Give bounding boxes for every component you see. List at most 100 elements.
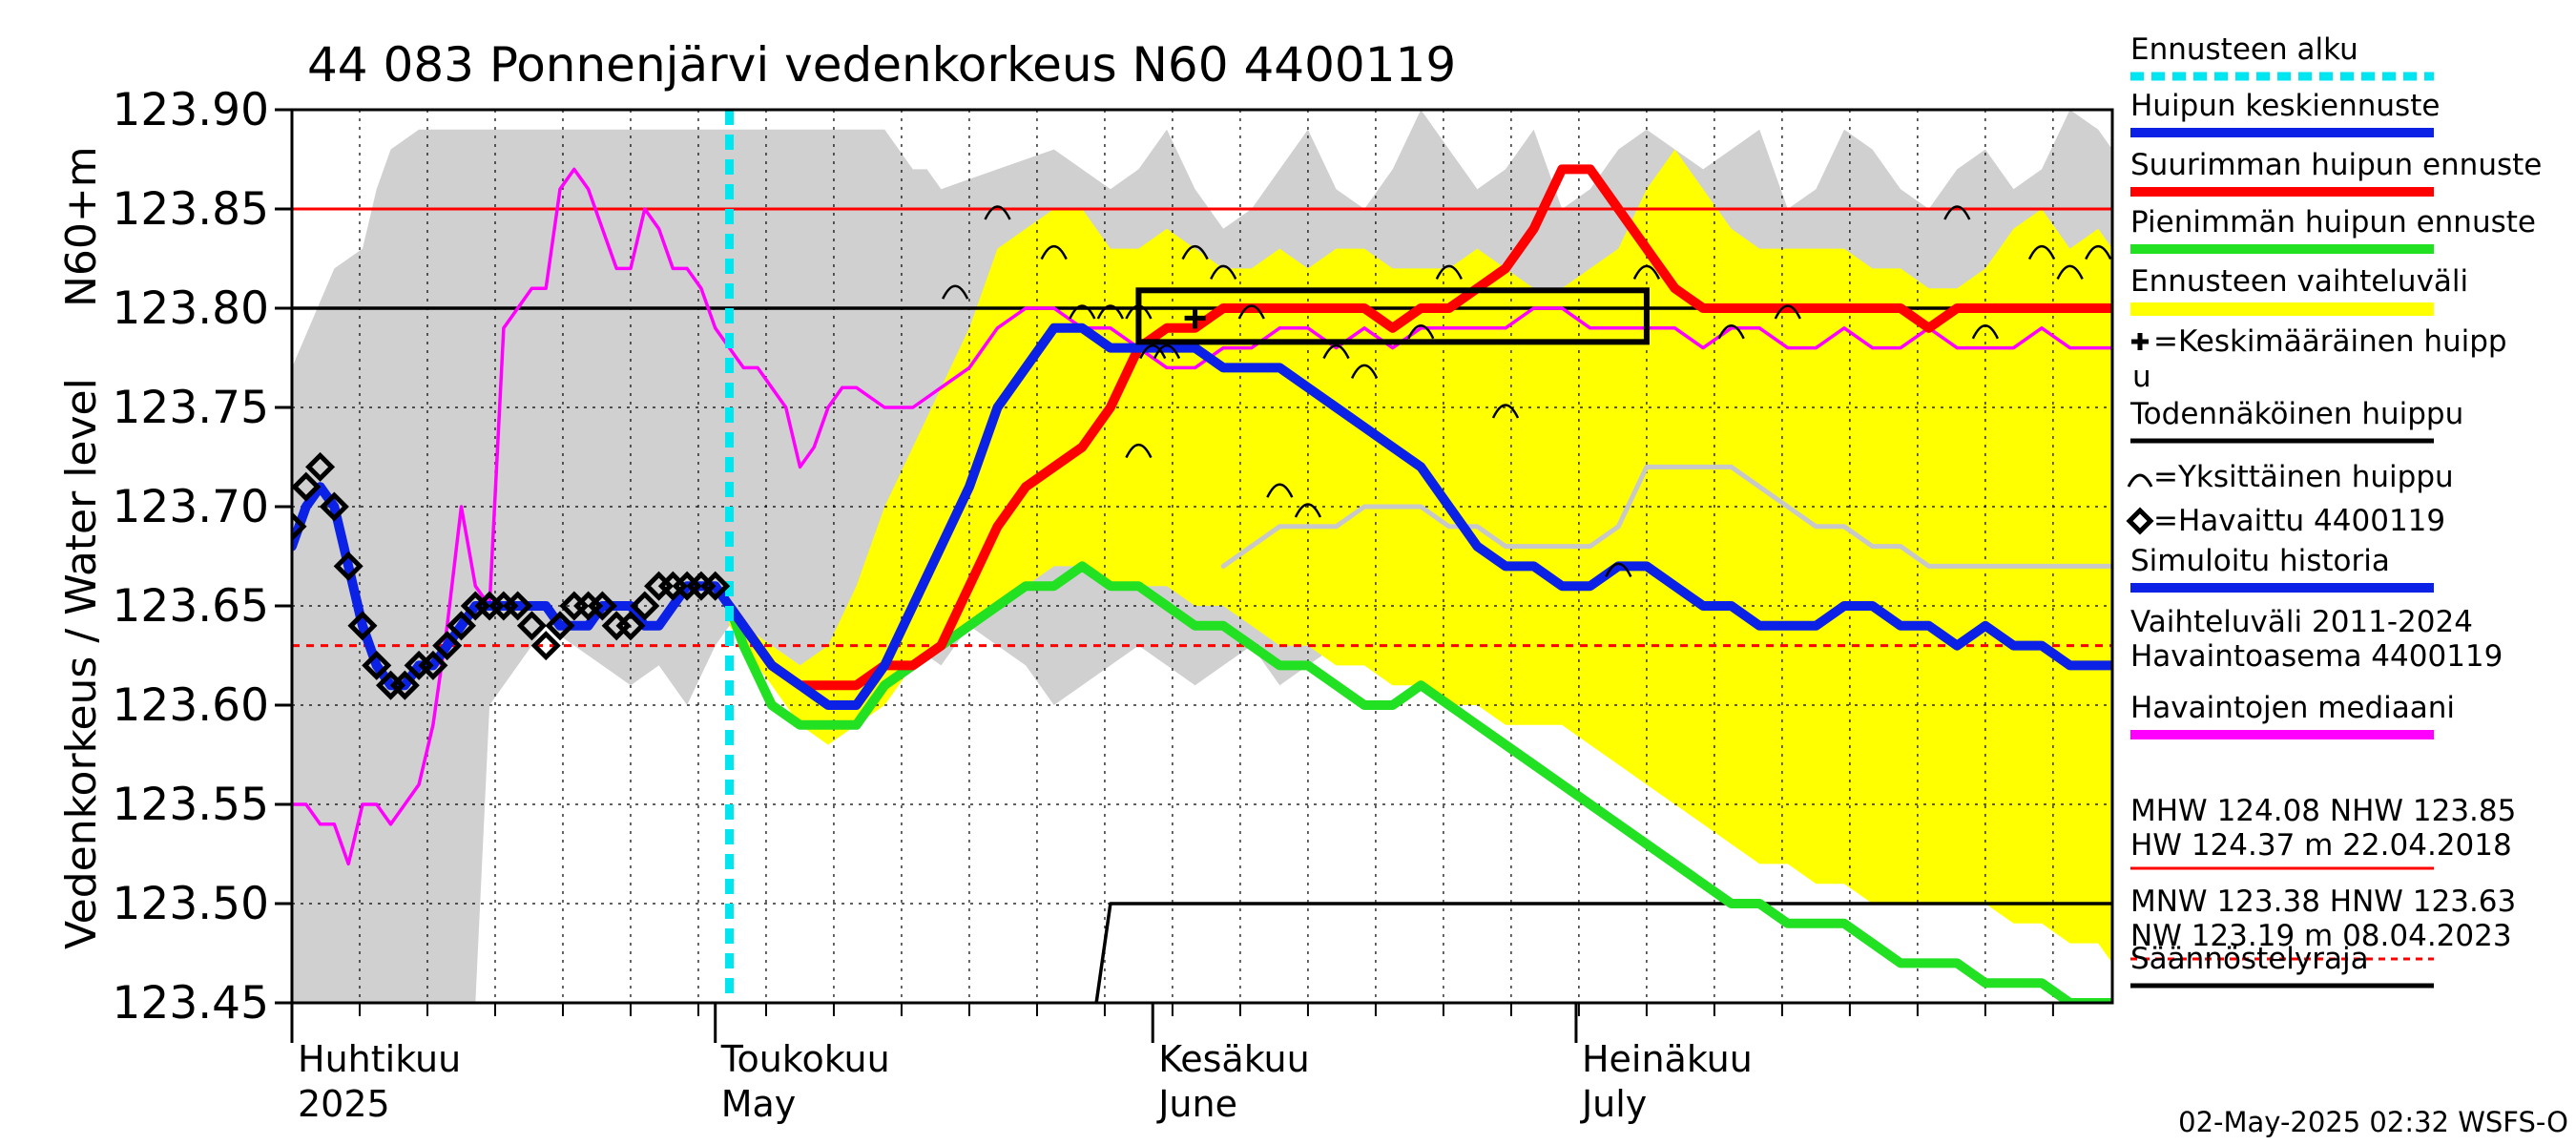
observed-point	[545, 611, 575, 641]
timestamp: 02-May-2025 02:32 WSFS-O	[2178, 1106, 2568, 1138]
single-peak-mark	[1632, 264, 1661, 280]
legend-item: =Yksittäinen huippu	[2127, 460, 2454, 494]
single-peak-mark	[1605, 562, 1632, 577]
observed-point	[319, 491, 349, 522]
observed-point	[630, 591, 660, 621]
legend-label: Säännöstelyraja	[2130, 942, 2369, 976]
legend-label: Ennusteen vaihteluväli	[2130, 264, 2468, 299]
observed-point	[700, 571, 731, 601]
legend-label: MNW 123.38 HNW 123.63	[2130, 885, 2516, 919]
x-month-sublabel: June	[1156, 1083, 1237, 1125]
legend-label: Pienimmän huipun ennuste	[2130, 205, 2536, 239]
single-peak-mark	[1237, 304, 1265, 320]
legend-item: Suurimman huipun ennuste	[2130, 148, 2542, 197]
median-line	[292, 167, 2112, 866]
single-peak-mark	[1407, 324, 1435, 340]
legend-item: Havaintojen mediaani	[2130, 691, 2455, 739]
max-peak-forecast-line	[724, 164, 2112, 691]
simulated-gray-line	[1220, 464, 2112, 569]
y-tick-label: 123.90	[113, 84, 269, 136]
x-month-sublabel: May	[721, 1083, 797, 1125]
single-peak-mark	[1069, 304, 1096, 320]
single-peak-mark	[1096, 304, 1124, 320]
y-axis-label: Vedenkorkeus / Water level	[57, 378, 106, 949]
single-peak-mark	[942, 284, 969, 300]
legend-label-continued: HW 124.37 m 22.04.2018	[2130, 828, 2512, 863]
x-month-label: Kesäkuu	[1158, 1038, 1310, 1080]
single-peak-mark	[1139, 344, 1167, 360]
single-peak-mark	[1181, 244, 1209, 260]
observed-point	[418, 650, 448, 680]
legend-label-continued: Havaintoasema 4400119	[2130, 639, 2503, 674]
legend-label: Havaintojen mediaani	[2130, 691, 2455, 725]
legend-swatch	[2130, 302, 2434, 316]
observed-point	[362, 650, 392, 680]
legend-item: Säännöstelyraja	[2130, 942, 2434, 989]
legend-label: Todennäköinen huippu	[2129, 397, 2463, 431]
observed-point	[503, 591, 533, 621]
single-peak-mark	[1125, 304, 1153, 320]
legend-label: Ennusteen alku	[2130, 32, 2358, 67]
y-tick-label: 123.85	[113, 183, 269, 236]
legend-item: Vaihteluväli 2011-2024 Havaintoasema 440…	[2130, 605, 2503, 674]
observed-point	[333, 551, 364, 581]
observed-point	[292, 511, 307, 542]
y-axis-unit: N60+m	[57, 146, 106, 307]
legend-label: =Havaittu 4400119	[2153, 504, 2445, 538]
single-peak-mark	[1774, 304, 1801, 320]
legend-label-continued: NW 123.19 m 08.04.2023	[2130, 919, 2512, 953]
mean-peak-mark	[1184, 307, 1206, 329]
legend-label: Simuloitu historia	[2130, 544, 2390, 578]
legend-item: Pienimmän huipun ennuste	[2130, 205, 2536, 254]
legend: Ennusteen alku Huipun keskiennuste Suurimm…	[2126, 32, 2542, 989]
legend-label-continued: u	[2132, 360, 2151, 394]
single-peak-mark	[1125, 443, 1153, 459]
y-tick-label: 123.45	[113, 977, 269, 1030]
legend-label: =Keskimääräinen huipp	[2153, 324, 2507, 359]
legend-plus-icon	[2131, 333, 2149, 350]
observed-point	[292, 471, 322, 502]
legend-label: MHW 124.08 NHW 123.85	[2130, 794, 2516, 828]
legend-label: Huipun keskiennuste	[2130, 89, 2440, 123]
central-forecast-line	[292, 323, 2112, 710]
legend-item: Ennusteen vaihteluväli	[2130, 264, 2468, 316]
y-tick-label: 123.80	[113, 282, 269, 335]
single-peak-mark	[1971, 324, 2000, 340]
single-peak-mark	[1491, 404, 1520, 419]
legend-label: Vaihteluväli 2011-2024	[2130, 605, 2473, 639]
x-month-label: Heinäkuu	[1582, 1038, 1753, 1080]
single-peak-mark	[1294, 503, 1322, 518]
observed-point	[516, 611, 547, 641]
legend-item: =Havaittu 4400119	[2126, 504, 2445, 538]
legend-item: Huipun keskiennuste	[2130, 89, 2440, 137]
legend-item: Todennäköinen huippu	[2129, 397, 2463, 444]
single-peak-mark	[2027, 244, 2056, 260]
single-peak-mark	[1435, 264, 1463, 280]
y-tick-label: 123.65	[113, 580, 269, 633]
single-peak-mark	[984, 205, 1011, 220]
y-tick-label: 123.50	[113, 878, 269, 930]
x-month-label: Huhtikuu	[298, 1038, 461, 1080]
observed-point	[389, 670, 420, 700]
observed-point	[587, 591, 617, 621]
single-peak-mark	[1040, 244, 1068, 260]
bands-layer	[292, 110, 2112, 1003]
observed-point	[615, 611, 646, 641]
regulation-limit-line	[1094, 902, 2112, 1003]
y-tick-label: 123.60	[113, 679, 269, 732]
legend-label: =Yksittäinen huippu	[2153, 460, 2454, 494]
forecast-range-band	[729, 149, 2112, 964]
legend-arc-icon	[2127, 473, 2153, 488]
observed-point	[432, 631, 463, 661]
x-month-sublabel: July	[1580, 1083, 1647, 1125]
single-peak-mark	[1717, 324, 1745, 340]
single-peak-mark	[1210, 264, 1237, 280]
single-peak-mark	[1266, 483, 1294, 498]
observed-point	[305, 451, 336, 482]
y-tick-label: 123.75	[113, 382, 269, 434]
observed-point	[530, 631, 561, 661]
single-peak-mark	[1350, 364, 1379, 379]
markers-layer	[292, 110, 2112, 1003]
